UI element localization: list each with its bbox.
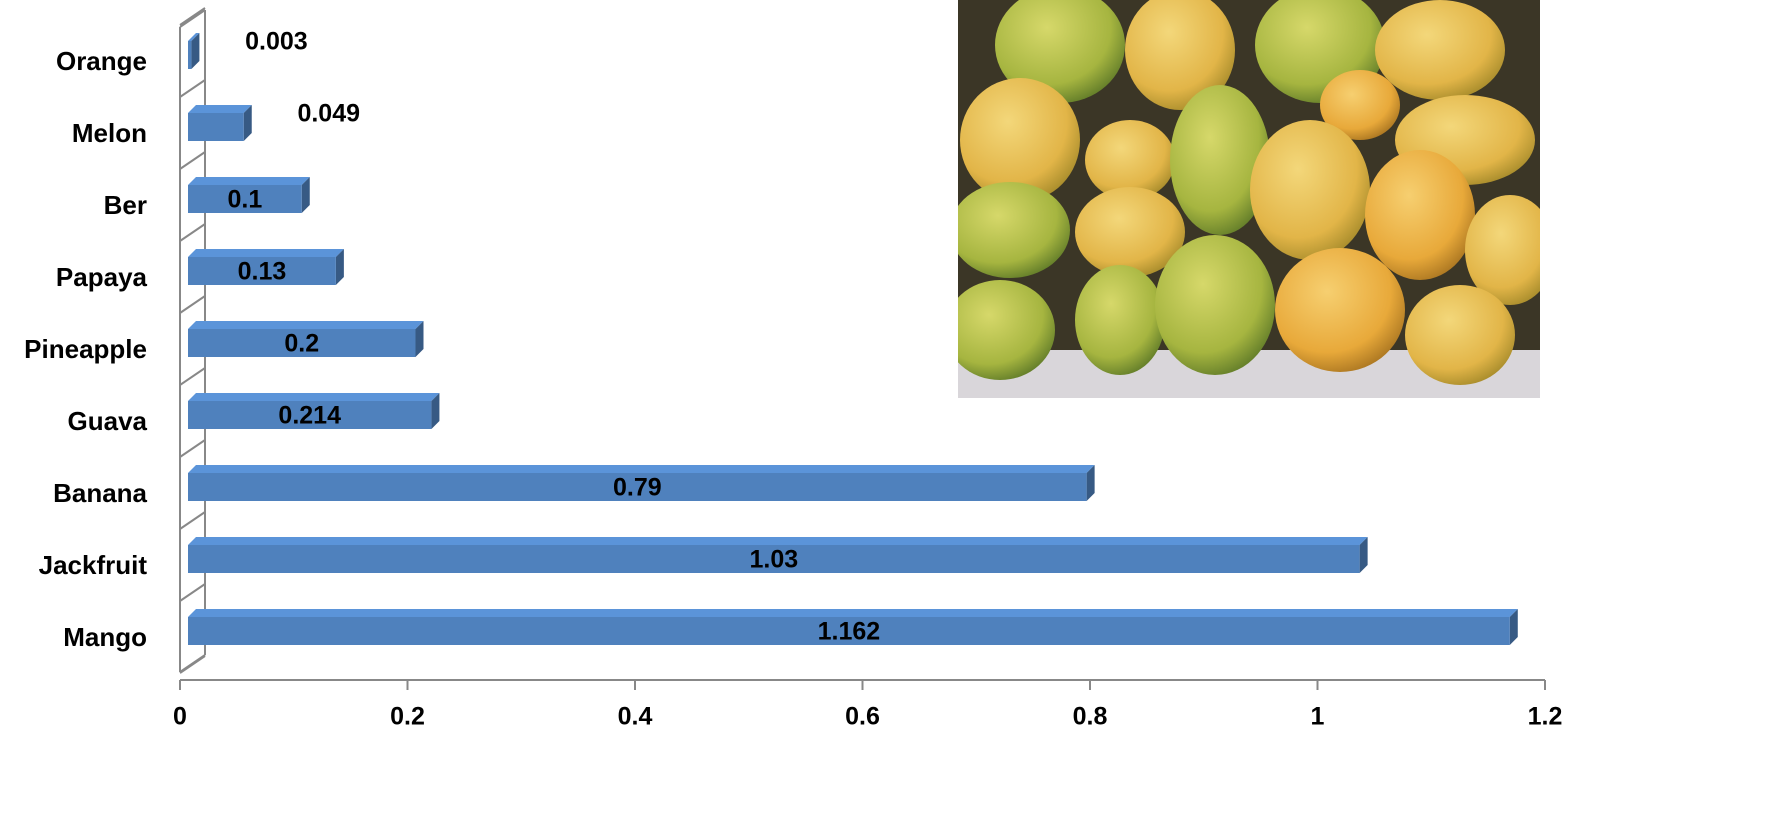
y-tick-label: Ber [104, 190, 147, 220]
bar-top [188, 321, 424, 329]
bar [188, 257, 336, 285]
x-tick-label: 0.6 [845, 703, 880, 731]
y-tick-label: Mango [63, 622, 147, 652]
data-label: 1.03 [749, 546, 798, 574]
x-tick-label: 0.8 [1073, 703, 1108, 731]
y-tick-label: Pineapple [24, 334, 147, 364]
category-tick [179, 583, 206, 602]
y-tick-label: Jackfruit [39, 550, 148, 580]
bar [188, 329, 416, 357]
bar [188, 185, 302, 213]
category-tick [179, 295, 206, 314]
bar-side [1509, 609, 1518, 645]
bar-top [188, 105, 252, 113]
bar-side [431, 393, 440, 429]
bar-side [1359, 537, 1368, 573]
y-tick-label: Papaya [56, 262, 148, 292]
data-label: 0.2 [284, 330, 319, 358]
bar [188, 401, 432, 429]
x-tick-label: 0.4 [618, 703, 653, 731]
x-tick-label: 0 [173, 703, 187, 731]
bar-side [335, 249, 344, 285]
bar-top [188, 33, 200, 41]
data-label: 0.003 [245, 28, 308, 56]
bar-side [1086, 465, 1095, 501]
bar-top [188, 177, 310, 185]
y-tick-label: Melon [72, 118, 147, 148]
bar-top [188, 249, 344, 257]
bar [188, 617, 1510, 645]
x-tick-label: 1 [1311, 703, 1325, 731]
data-label: 0.214 [278, 402, 341, 430]
data-label: 0.13 [238, 258, 287, 286]
bar [188, 113, 244, 141]
data-label: 1.162 [818, 618, 881, 646]
bar-top [188, 393, 440, 401]
bar-side [415, 321, 424, 357]
bar-top [188, 609, 1518, 617]
bar [188, 545, 1360, 573]
bar-top [188, 537, 1368, 545]
y-tick-label: Orange [56, 46, 147, 76]
bar [188, 41, 192, 69]
mango-photo [958, 0, 1540, 398]
data-label: 0.79 [613, 474, 662, 502]
category-tick [179, 511, 206, 530]
data-label: 0.049 [297, 100, 360, 128]
top-edge [179, 9, 206, 28]
category-tick [179, 655, 206, 674]
y-tick-label: Banana [53, 478, 147, 508]
category-tick [179, 223, 206, 242]
data-label: 0.1 [227, 186, 262, 214]
category-tick [179, 439, 206, 458]
bar [188, 473, 1087, 501]
bar-side [243, 105, 252, 141]
bar-top [188, 465, 1095, 473]
bar-side [191, 33, 200, 69]
category-tick [179, 151, 206, 170]
category-tick [179, 367, 206, 386]
category-tick [179, 79, 206, 98]
bar-side [301, 177, 310, 213]
y-tick-label: Guava [68, 406, 148, 436]
x-tick-label: 1.2 [1528, 703, 1563, 731]
x-tick-label: 0.2 [390, 703, 425, 731]
category-tick [179, 7, 206, 26]
